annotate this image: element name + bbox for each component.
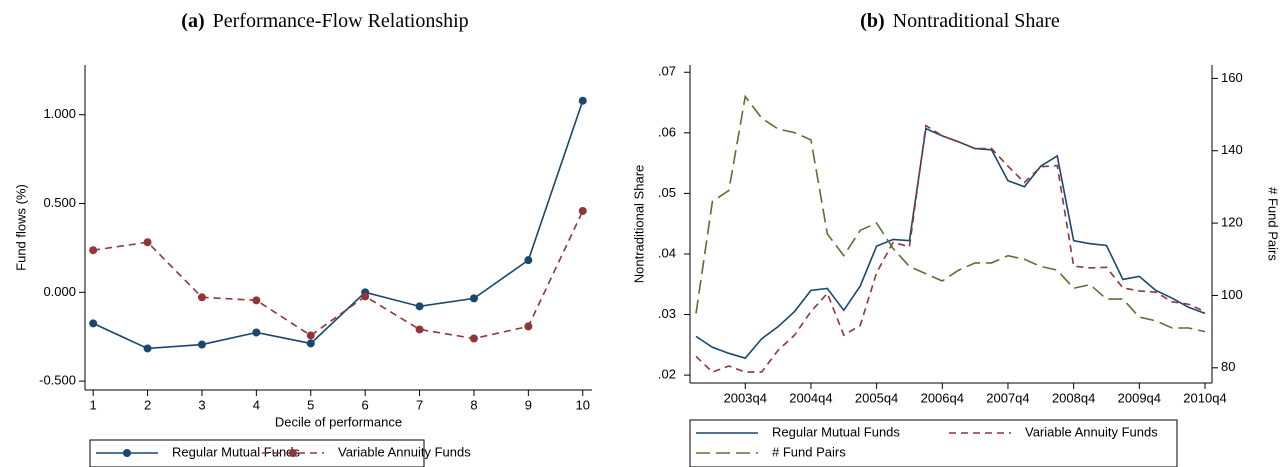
series-line <box>695 127 1206 360</box>
point-marker <box>143 344 152 353</box>
point-marker <box>306 339 315 348</box>
x-tick-label: 2006q4 <box>921 390 964 405</box>
legend-marker <box>289 449 297 457</box>
x-tick-label: 4 <box>253 397 260 412</box>
point-marker <box>361 292 370 301</box>
x-tick-label: 7 <box>416 397 423 412</box>
legend-box <box>89 439 425 467</box>
y2-tick-label: 80 <box>1221 359 1235 374</box>
x-tick-label: 2007q4 <box>986 390 1029 405</box>
y2-tick-label: 120 <box>1221 215 1243 230</box>
x-tick-label: 8 <box>470 397 477 412</box>
y-tick-label: .05 <box>658 185 676 200</box>
x-tick-label: 9 <box>525 397 532 412</box>
y-tick-label: -0.500 <box>39 373 76 388</box>
x-tick-label: 2005q4 <box>855 390 898 405</box>
x-axis-label: Decile of performance <box>275 414 402 429</box>
y-tick-label: .06 <box>658 124 676 139</box>
panel-label: (a) <box>181 10 204 32</box>
point-marker <box>524 322 533 331</box>
x-tick-label: 10 <box>576 397 590 412</box>
point-marker <box>415 325 424 334</box>
x-tick-label: 2004q4 <box>789 390 832 405</box>
y2-axis-label: # Fund Pairs <box>1266 187 1281 261</box>
point-marker <box>252 328 261 337</box>
point-marker <box>415 302 424 311</box>
point-marker <box>524 256 533 265</box>
y2-tick-label: 160 <box>1221 70 1243 85</box>
y-axis-label: Fund flows (%) <box>13 184 28 271</box>
y-tick-label: .04 <box>658 245 676 260</box>
title-text: Performance-Flow Relationship <box>213 10 469 32</box>
point-marker <box>197 340 206 349</box>
x-tick-label: 5 <box>307 397 314 412</box>
point-marker <box>578 206 587 215</box>
y-tick-label: 1.000 <box>43 106 76 121</box>
point-marker <box>469 294 478 303</box>
x-tick-label: 3 <box>198 397 205 412</box>
point-marker <box>469 334 478 343</box>
y-tick-label: .02 <box>658 367 676 382</box>
legend-label: Variable Annuity Funds <box>338 444 471 459</box>
point-marker <box>252 296 261 305</box>
point-marker <box>89 319 98 328</box>
x-tick-label: 2009q4 <box>1118 390 1161 405</box>
legend-label: Regular Mutual Funds <box>172 444 300 459</box>
panel-title: (b) Nontraditional Share <box>860 10 1060 32</box>
series-line <box>695 94 1206 333</box>
y-tick-label: .07 <box>658 64 676 79</box>
x-tick-label: 2008q4 <box>1052 390 1095 405</box>
y-tick-label: 0.500 <box>43 195 76 210</box>
x-tick-label: 1 <box>90 397 97 412</box>
legend-label: Variable Annuity Funds <box>1025 424 1158 439</box>
series-line <box>92 100 584 350</box>
x-tick-label: 6 <box>362 397 369 412</box>
y2-tick-label: 100 <box>1221 287 1243 302</box>
point-marker <box>578 96 587 105</box>
series-line <box>93 210 584 340</box>
y-tick-label: .03 <box>658 306 676 321</box>
legend-marker <box>123 449 131 457</box>
point-marker <box>143 238 152 247</box>
y-tick-label: 0.000 <box>43 284 76 299</box>
panel-label: (b) <box>860 10 884 32</box>
panel-title: (a) Performance-Flow Relationship <box>181 10 468 32</box>
legend-label: # Fund Pairs <box>772 444 846 459</box>
legend-label: Regular Mutual Funds <box>772 424 900 439</box>
point-marker <box>306 331 315 340</box>
x-tick-label: 2010q4 <box>1183 390 1226 405</box>
series-line <box>695 124 1206 374</box>
legend-box <box>689 419 1178 467</box>
point-marker <box>197 293 206 302</box>
y2-tick-label: 140 <box>1221 142 1243 157</box>
point-marker <box>89 246 98 255</box>
x-tick-label: 2003q4 <box>724 390 767 405</box>
title-text: Nontraditional Share <box>893 10 1060 32</box>
x-tick-label: 2 <box>144 397 151 412</box>
y-axis-label: Nontraditional Share <box>631 165 646 284</box>
